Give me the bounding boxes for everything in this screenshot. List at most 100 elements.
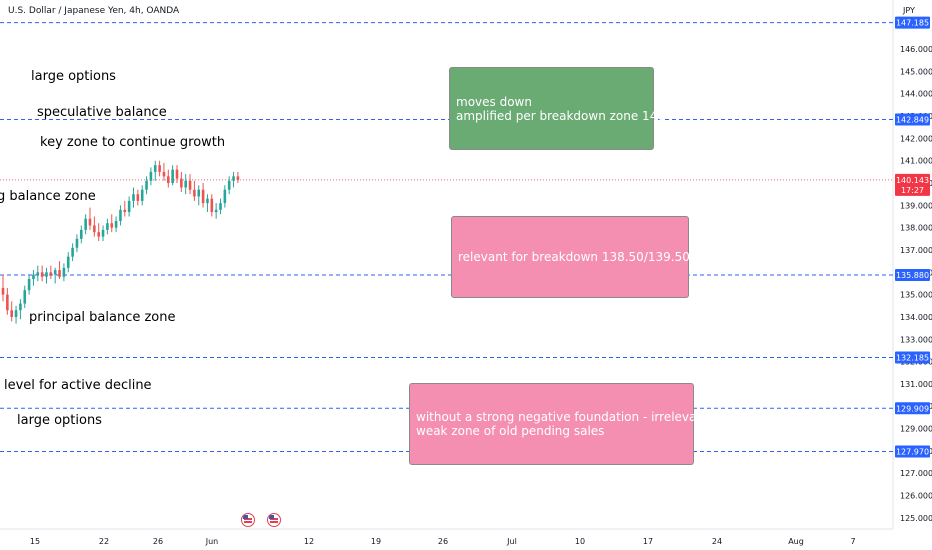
level-price-tag bbox=[895, 351, 930, 364]
candle-body bbox=[162, 171, 166, 177]
y-tick-label: 145.000 bbox=[900, 67, 932, 76]
level-price-label: 142.849 bbox=[896, 115, 929, 124]
level-price-tag bbox=[895, 16, 930, 29]
annotation-principal-balance-zone: principal balance zone bbox=[29, 310, 176, 325]
y-tick-label: 129.000 bbox=[900, 425, 932, 434]
candle-body bbox=[10, 310, 13, 317]
candle-body bbox=[110, 223, 114, 228]
candle-body bbox=[97, 232, 100, 237]
us-flag-icon[interactable] bbox=[267, 513, 281, 527]
candle-body bbox=[219, 203, 222, 210]
candle-body bbox=[45, 272, 48, 277]
level-price-label: 132.185 bbox=[896, 353, 929, 362]
countdown-label: 17:27 bbox=[901, 186, 924, 195]
symbol-title: U.S. Dollar / Japanese Yen, 4h, OANDA bbox=[8, 6, 180, 16]
candle-body bbox=[53, 270, 57, 275]
candle-body bbox=[193, 189, 196, 197]
y-tick-label: 142.000 bbox=[900, 134, 932, 143]
candle-body bbox=[58, 270, 61, 277]
note-text: amplified per breakdown zone 140 bbox=[456, 108, 665, 123]
level-price-label: 129.909 bbox=[896, 404, 929, 413]
candle-body bbox=[23, 290, 27, 304]
annotation-large-options-top: large options bbox=[31, 69, 116, 84]
annotation-active-decline: level for active decline bbox=[4, 378, 152, 393]
x-tick-label: 12 bbox=[304, 537, 314, 546]
candle-body bbox=[127, 200, 131, 213]
y-tick-label: 134.000 bbox=[900, 313, 932, 322]
candle-body bbox=[175, 169, 179, 179]
candle-body bbox=[123, 209, 127, 213]
candle-body bbox=[136, 194, 140, 201]
candle-body bbox=[106, 223, 109, 230]
candle-body bbox=[223, 189, 227, 204]
y-tick-label: 144.000 bbox=[900, 90, 932, 99]
candle-body bbox=[19, 303, 22, 311]
candle-body bbox=[114, 220, 118, 228]
last-price-label: 140.143 bbox=[896, 176, 929, 185]
level-price-tag bbox=[895, 268, 930, 281]
candle-body bbox=[93, 225, 96, 233]
y-tick-label: 138.000 bbox=[900, 224, 932, 233]
x-tick-label: Aug bbox=[788, 537, 804, 546]
candle-body bbox=[49, 272, 53, 275]
candle-body bbox=[184, 180, 187, 188]
note-text: moves down bbox=[456, 94, 532, 109]
candle-body bbox=[84, 218, 87, 230]
y-tick-label: 141.000 bbox=[900, 157, 932, 166]
candle-body bbox=[119, 209, 122, 221]
annotation-balance-zone: g balance zone bbox=[0, 189, 96, 204]
x-tick-label: 7 bbox=[850, 537, 855, 546]
candle-body bbox=[66, 256, 70, 268]
note-box-breakdown[interactable]: relevant for breakdown 138.50/139.50 bbox=[451, 216, 690, 298]
candle-body bbox=[158, 165, 161, 172]
y-tick-label: 127.000 bbox=[900, 469, 932, 478]
candle-body bbox=[227, 180, 231, 190]
level-price-tag bbox=[895, 402, 930, 415]
candle-body bbox=[171, 169, 174, 184]
candle-body bbox=[236, 176, 240, 180]
note-text: without a strong negative foundation - i… bbox=[416, 410, 709, 424]
level-price-label: 127.970 bbox=[896, 448, 929, 457]
y-tick-label: 131.000 bbox=[900, 380, 932, 389]
candle-body bbox=[206, 198, 209, 204]
x-tick-label: 22 bbox=[99, 537, 109, 546]
x-tick-label: 19 bbox=[371, 537, 381, 546]
y-tick-label: 135.000 bbox=[900, 291, 932, 300]
y-tick-label: 125.000 bbox=[900, 514, 932, 523]
note-box-moves-down[interactable]: moves down amplified per breakdown zone … bbox=[449, 67, 665, 150]
candle-body bbox=[180, 178, 183, 188]
candle-body bbox=[140, 189, 144, 201]
x-tick-label: 17 bbox=[643, 537, 653, 546]
candle-body bbox=[145, 180, 148, 190]
candle-body bbox=[62, 267, 66, 277]
level-price-label: 147.185 bbox=[896, 19, 929, 28]
candle-body bbox=[27, 279, 31, 291]
level-price-tag bbox=[895, 113, 930, 126]
x-tick-label: 24 bbox=[712, 537, 722, 546]
note-box-weak-zone[interactable]: without a strong negative foundation - i… bbox=[409, 383, 709, 465]
candle-body bbox=[153, 165, 157, 172]
level-price-label: 135.880 bbox=[896, 271, 929, 280]
candle-body bbox=[132, 194, 135, 201]
x-tick-label: 15 bbox=[30, 537, 40, 546]
y-tick-label: 137.000 bbox=[900, 246, 932, 255]
candle-body bbox=[32, 274, 35, 280]
annotation-speculative-balance: speculative balance bbox=[37, 105, 167, 120]
candle-body bbox=[214, 209, 218, 213]
annotation-large-options-bottom: large options bbox=[17, 413, 102, 428]
annotation-key-zone: key zone to continue growth bbox=[40, 135, 226, 150]
note-text: weak zone of old pending sales bbox=[416, 424, 605, 438]
y-tick-label: 139.000 bbox=[900, 201, 932, 210]
candle-body bbox=[75, 238, 79, 248]
us-flag-icon[interactable] bbox=[241, 513, 255, 527]
candle-body bbox=[40, 272, 44, 277]
note-text: relevant for breakdown 138.50/139.50 bbox=[458, 250, 690, 264]
candle-body bbox=[167, 176, 170, 184]
y-tick-label: 146.000 bbox=[900, 45, 932, 54]
candle-body bbox=[210, 198, 214, 213]
x-tick-label: Jun bbox=[205, 537, 219, 546]
candle-body bbox=[149, 171, 153, 181]
x-tick-label: 26 bbox=[153, 537, 163, 546]
candle-body bbox=[71, 247, 74, 257]
candle-body bbox=[88, 218, 92, 226]
